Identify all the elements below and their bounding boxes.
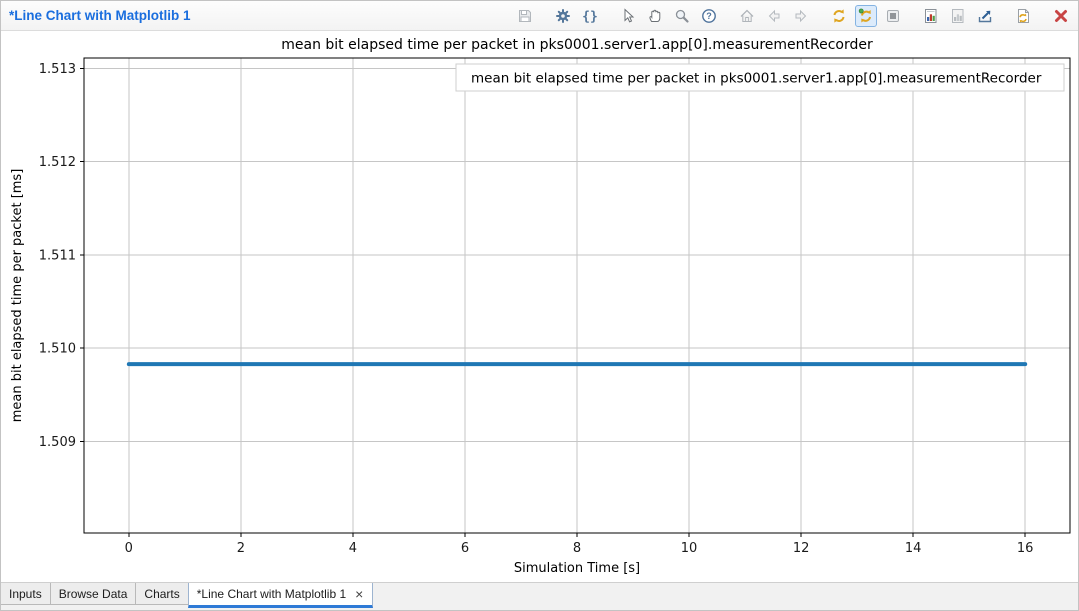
chart-toolbar: {} — [509, 4, 1072, 27]
svg-text:12: 12 — [793, 541, 810, 556]
back-button[interactable] — [763, 5, 785, 27]
help-icon: ? — [702, 8, 716, 23]
matplotlib-chart-canvas[interactable]: 0 2 4 6 8 10 12 14 16 1.509 1.510 1.511 1.512 1.513 me… — [1, 31, 1078, 582]
export-icon — [978, 10, 992, 22]
save-icon — [519, 9, 531, 22]
braces-icon: {} — [582, 9, 598, 24]
svg-text:1.511: 1.511 — [39, 248, 76, 263]
svg-text:{}: {} — [582, 9, 598, 24]
export-chart-button[interactable] — [974, 5, 996, 27]
refresh-button[interactable] — [828, 5, 850, 27]
tab-line-chart-with-matplotlib-1[interactable]: *Line Chart with Matplotlib 1 × — [187, 583, 374, 608]
tab-charts[interactable]: Charts — [135, 583, 189, 605]
view-title: *Line Chart with Matplotlib 1 — [9, 8, 191, 23]
cursor-tool-button[interactable] — [617, 5, 639, 27]
svg-text:16: 16 — [1017, 541, 1034, 556]
svg-text:4: 4 — [349, 541, 357, 556]
help-button[interactable]: ? — [698, 5, 720, 27]
tab-label: Charts — [144, 586, 180, 601]
chart-save-icon — [952, 8, 964, 23]
tab-inputs[interactable]: Inputs — [1, 583, 51, 605]
svg-text:?: ? — [706, 11, 712, 21]
home-icon — [740, 9, 754, 22]
svg-text:0: 0 — [125, 541, 133, 556]
view-header: *Line Chart with Matplotlib 1 — [1, 1, 1078, 31]
svg-text:10: 10 — [681, 541, 698, 556]
tab-label: *Line Chart with Matplotlib 1 — [196, 587, 347, 601]
cursor-icon — [624, 7, 635, 22]
refresh-script-button[interactable] — [1012, 5, 1034, 27]
auto-refresh-toggle[interactable] — [855, 4, 877, 27]
edit-script-button[interactable]: {} — [579, 5, 601, 27]
forward-button[interactable] — [790, 5, 812, 27]
svg-text:1.509: 1.509 — [39, 435, 76, 450]
tab-label: Browse Data — [58, 586, 128, 601]
close-icon — [1055, 9, 1067, 22]
zoom-tool-button[interactable] — [671, 5, 693, 27]
close-view-button[interactable] — [1050, 5, 1072, 27]
stop-icon — [887, 9, 899, 22]
svg-text:mean bit elapsed time per pack: mean bit elapsed time per packet [ms] — [10, 169, 25, 423]
refresh-icon — [833, 8, 845, 23]
hand-icon — [649, 9, 661, 22]
svg-text:6: 6 — [461, 541, 469, 556]
chart-report-icon — [925, 8, 937, 23]
close-tab-icon[interactable]: × — [355, 586, 364, 602]
svg-text:1.512: 1.512 — [39, 155, 76, 170]
auto-refresh-icon — [858, 8, 871, 22]
chart-save-button[interactable] — [947, 5, 969, 27]
svg-text:Simulation Time [s]: Simulation Time [s] — [514, 561, 640, 576]
magnifier-icon — [675, 9, 689, 23]
svg-text:14: 14 — [905, 541, 922, 556]
svg-text:8: 8 — [573, 541, 581, 556]
line-chart: 0 2 4 6 8 10 12 14 16 1.509 1.510 1.511 1.512 1.513 me… — [10, 37, 1071, 576]
forward-arrow-icon — [795, 9, 807, 22]
svg-text:1.513: 1.513 — [39, 62, 76, 77]
tab-browse-data[interactable]: Browse Data — [49, 583, 137, 605]
svg-text:1.510: 1.510 — [39, 342, 76, 357]
back-arrow-icon — [768, 9, 780, 22]
svg-text:mean bit elapsed time per pack: mean bit elapsed time per packet in pks0… — [281, 37, 873, 53]
svg-text:2: 2 — [237, 541, 245, 556]
svg-text:mean bit elapsed time per pack: mean bit elapsed time per packet in pks0… — [471, 71, 1042, 87]
refresh-script-icon — [1018, 8, 1029, 23]
stop-button[interactable] — [882, 5, 904, 27]
tab-label: Inputs — [9, 586, 42, 601]
chart-report-button[interactable] — [920, 5, 942, 27]
home-button[interactable] — [736, 5, 758, 27]
gear-icon — [556, 8, 570, 23]
editor-page-tabbar: Inputs Browse Data Charts *Line Chart wi… — [1, 582, 1078, 610]
save-button[interactable] — [514, 5, 536, 27]
pan-tool-button[interactable] — [644, 5, 666, 27]
configure-chart-button[interactable] — [552, 5, 574, 27]
